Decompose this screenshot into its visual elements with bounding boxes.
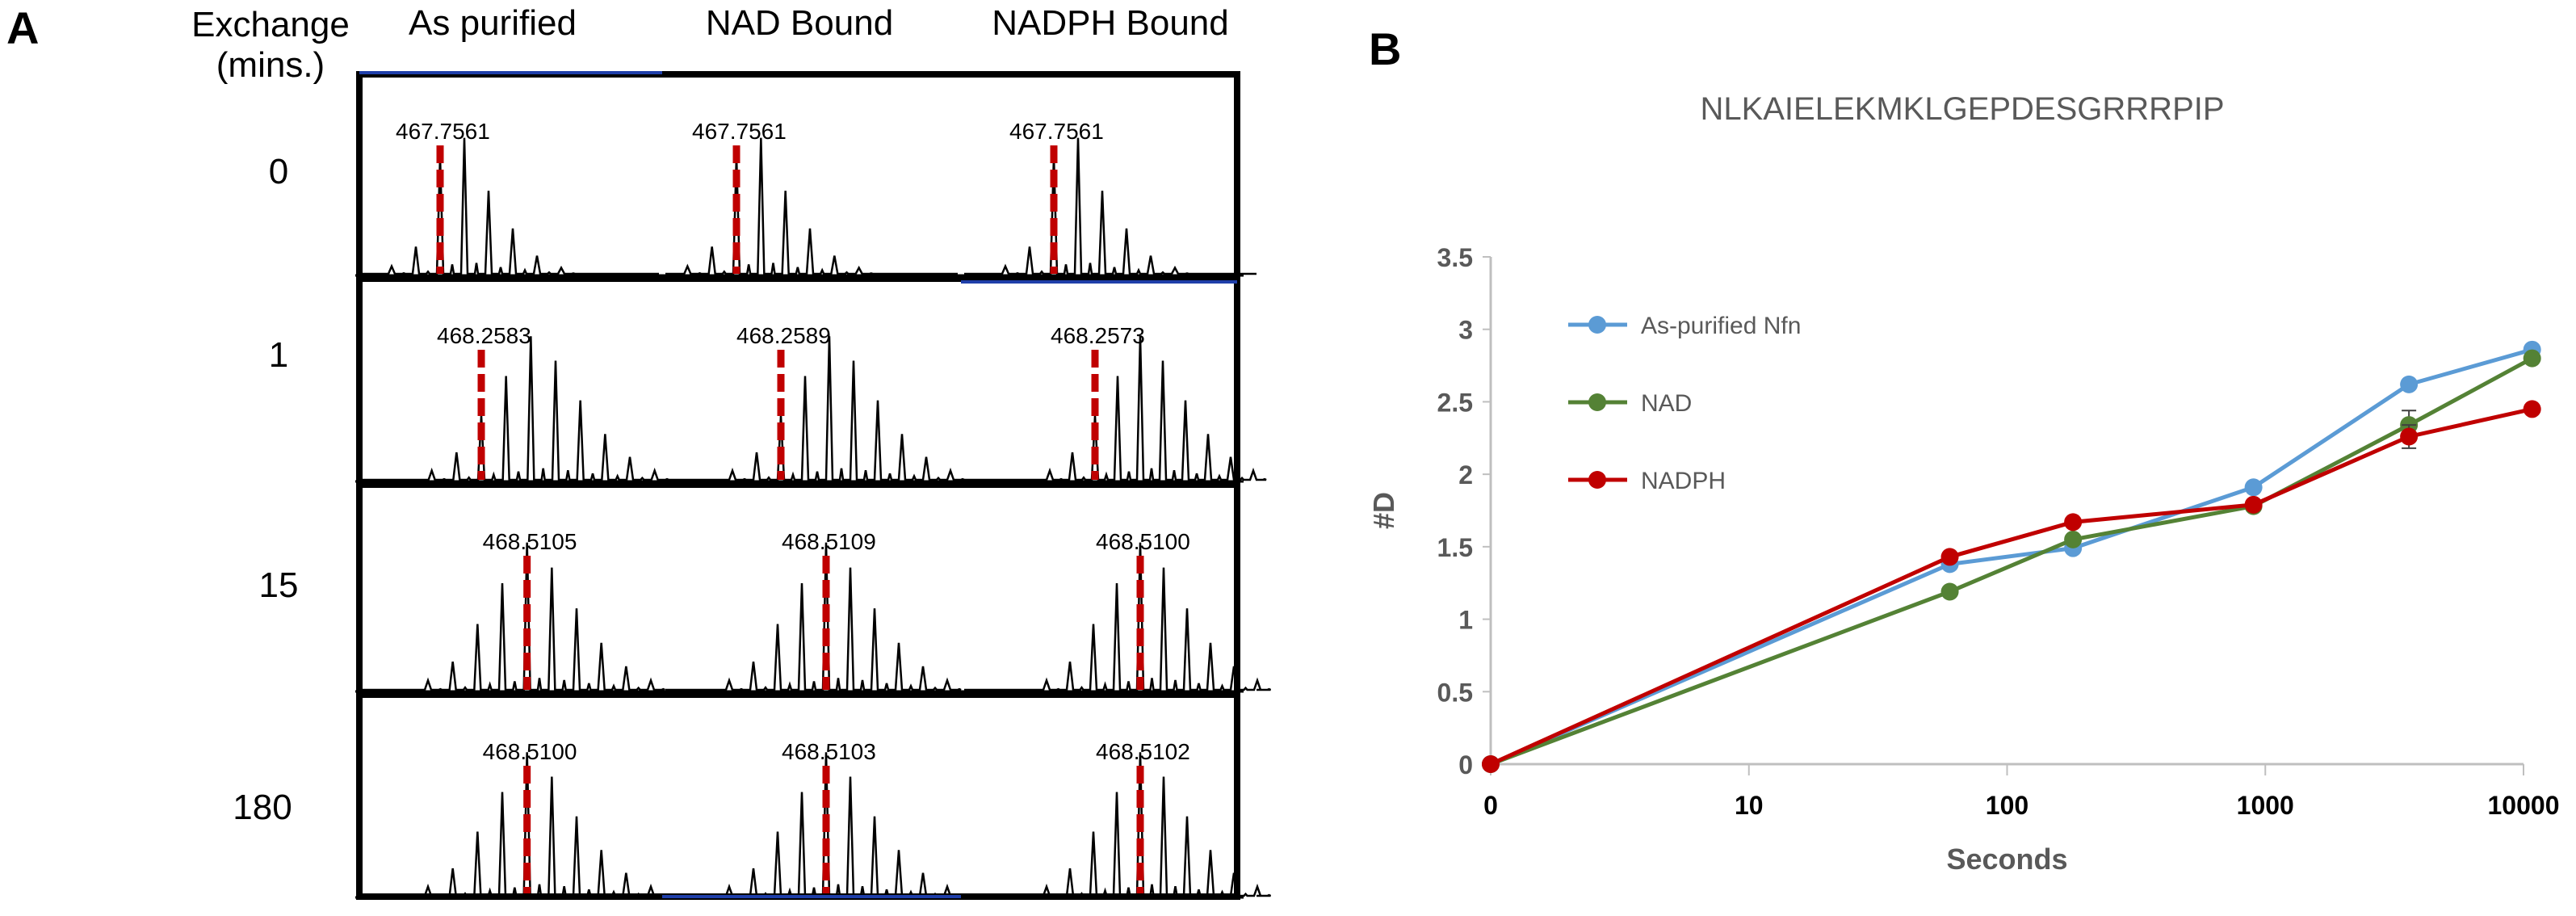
data-point	[1940, 582, 1959, 601]
row-time-1: 1	[268, 335, 289, 375]
centroid-mass-label: 468.2583	[437, 323, 531, 348]
spectrum-trace	[665, 542, 962, 691]
centroid-mass-label: 467.7561	[1009, 119, 1104, 144]
centroid-mass-label: 467.7561	[692, 119, 787, 144]
centroid-mass-label: 468.5105	[483, 529, 577, 554]
exchange-header: Exchange (mins.)	[191, 5, 350, 85]
deuterium-uptake-chart: NLKAIELEKMKLGEPDESGRRRPIP 0 0.5 1 1.5 2 2.5 3 3.…	[1367, 91, 2560, 876]
series-line-1	[1490, 356, 2533, 767]
spectrum-trace	[964, 752, 1272, 897]
x-axis-label: Seconds	[1946, 842, 2067, 876]
y-tick-label: 2.5	[1437, 388, 1473, 417]
y-tick-label: 0.5	[1437, 678, 1473, 707]
data-point	[2400, 375, 2419, 393]
centroid-mass-label: 468.2573	[1051, 323, 1145, 348]
legend-marker	[1588, 316, 1606, 334]
y-tick-label: 1	[1458, 606, 1473, 635]
centroid-mass-label: 468.5102	[1096, 739, 1190, 764]
data-point	[2523, 349, 2541, 368]
centroid-mass-label: 468.5100	[1096, 529, 1190, 554]
centroid-mass-label: 468.5103	[782, 739, 876, 764]
data-point	[2244, 478, 2263, 497]
col-head-as-purified: As purified	[409, 3, 577, 43]
legend-label: As-purified Nfn	[1641, 313, 1801, 339]
data-point	[2523, 400, 2541, 418]
spectrum-trace	[363, 752, 665, 897]
x-tick-label: 1000	[2237, 791, 2294, 820]
spectrum-trace	[363, 137, 659, 275]
spectrum-trace	[665, 336, 965, 481]
series-line-0	[1490, 347, 2533, 767]
y-tick-label: 1.5	[1437, 533, 1473, 562]
spectrum-trace	[964, 137, 1257, 275]
col-head-nad-bound: NAD Bound	[705, 3, 894, 43]
chart-title: NLKAIELEKMKLGEPDESGRRRPIP	[1700, 91, 2224, 127]
legend-marker	[1588, 471, 1606, 489]
data-point	[1482, 755, 1500, 773]
centroid-mass-label: 468.2589	[736, 323, 831, 348]
spectrum-trace	[964, 336, 1267, 481]
y-tick-label: 3.5	[1437, 243, 1473, 272]
data-point	[2400, 427, 2419, 446]
spectrum-trace	[964, 542, 1272, 691]
y-axis-label: #D	[1367, 492, 1400, 529]
spectrum-trace	[363, 542, 665, 691]
spectra-frame-rows	[356, 275, 1240, 900]
centroid-mass-label: 467.7561	[396, 119, 490, 144]
x-tick-label: 10	[1735, 791, 1764, 820]
legend-marker	[1588, 393, 1606, 411]
centroid-mass-label: 468.5100	[483, 739, 577, 764]
row-time-15: 15	[258, 565, 299, 605]
y-tick-label: 2	[1458, 460, 1473, 490]
panel-a-letter: A	[6, 2, 40, 53]
data-point	[2064, 513, 2083, 532]
data-point	[1940, 548, 1959, 566]
spectra-grid: 467.7561 467.7561 467.7561 468.2583 468.2589…	[355, 71, 1272, 900]
y-tick-label: 3	[1458, 316, 1473, 345]
series-line-2	[1489, 406, 2533, 767]
spectrum-trace	[665, 137, 958, 275]
y-tick-label: 0	[1458, 750, 1473, 779]
data-point	[2244, 495, 2263, 514]
spectrum-trace	[363, 336, 669, 481]
data-point	[2064, 530, 2083, 548]
col-head-nadph-bound: NADPH Bound	[992, 3, 1229, 43]
row-time-180: 180	[233, 788, 292, 827]
centroid-mass-label: 468.5109	[782, 529, 876, 554]
x-tick-label: 100	[1986, 791, 2028, 820]
x-tick-label: 0	[1483, 791, 1498, 820]
row-time-0: 0	[268, 152, 289, 191]
x-tick-label: 10000	[2488, 791, 2560, 820]
spectrum-trace	[665, 752, 962, 897]
panel-b-letter: B	[1369, 23, 1402, 74]
legend-label: NADPH	[1641, 468, 1726, 494]
legend-label: NAD	[1641, 390, 1692, 417]
